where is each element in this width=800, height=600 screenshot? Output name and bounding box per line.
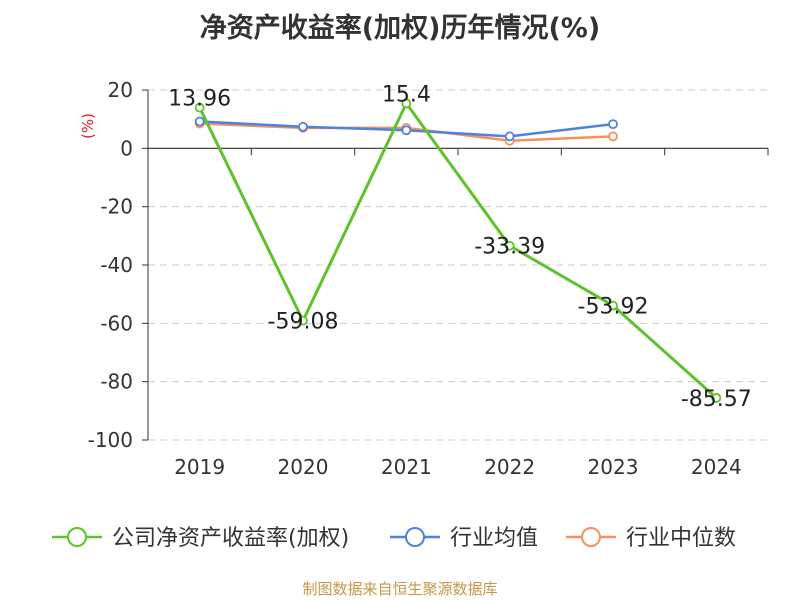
y-tick-label: -60 (100, 311, 133, 335)
data-label: -59.08 (268, 310, 339, 335)
data-point (608, 300, 618, 311)
data-label: -53.92 (578, 295, 649, 320)
y-axis-ticks: 20 0 -20 -40 -60 -80 -100 (88, 78, 133, 452)
series-lines (194, 98, 722, 403)
y-tick-label: -80 (100, 370, 133, 394)
data-label: 13.96 (168, 87, 231, 112)
data-point (504, 131, 515, 142)
legend-item-2[interactable]: 行业中位数 (566, 526, 736, 551)
data-point (298, 315, 308, 326)
data-label: 15.4 (382, 82, 431, 107)
data-point (608, 131, 618, 142)
y-tick-label: 0 (120, 136, 133, 160)
legend-label: 公司净资产收益率(加权) (112, 526, 349, 551)
legend-marker-icon (67, 527, 87, 547)
data-label: -33.39 (474, 235, 545, 260)
data-point (401, 98, 412, 109)
data-labels: 13.96 -59.08 15.4 -33.39 -53.92 -85.57 (168, 82, 752, 411)
data-point (194, 102, 205, 113)
x-tick-label: 2020 (278, 455, 329, 479)
y-tick-label: -20 (100, 195, 133, 219)
x-tick-label: 2022 (484, 455, 535, 479)
y-axis-label: (%) (79, 113, 97, 139)
legend-item-0[interactable]: 公司净资产收益率(加权) (52, 526, 349, 551)
data-point (194, 116, 205, 127)
data-point (711, 393, 722, 403)
legend-item-1[interactable]: 行业均值 (390, 526, 538, 551)
x-axis-ticks: 2019 2020 2021 2022 2023 2024 (174, 455, 742, 479)
chart-title: 净资产收益率(加权)历年情况(%) (199, 13, 601, 44)
axes (142, 89, 769, 441)
data-point (401, 125, 412, 136)
y-tick-label: -100 (88, 428, 133, 452)
source-note: 制图数据来自恒生聚源数据库 (302, 580, 498, 598)
data-point (504, 240, 515, 251)
x-tick-label: 2021 (381, 455, 432, 479)
series-line-0 (198, 101, 718, 400)
legend-label: 行业均值 (450, 526, 538, 551)
legend-marker-icon (581, 527, 601, 547)
x-tick-label: 2023 (588, 455, 639, 479)
data-point (608, 119, 618, 130)
legend-label: 行业中位数 (626, 526, 736, 551)
grid-lines (148, 89, 768, 441)
data-label: -85.57 (681, 387, 752, 412)
y-tick-label: 20 (108, 78, 133, 102)
data-point (298, 121, 308, 132)
legend-marker-icon (405, 527, 425, 547)
x-tick-label: 2024 (691, 455, 742, 479)
y-tick-label: -40 (100, 253, 133, 277)
x-tick-label: 2019 (174, 455, 225, 479)
legend[interactable]: 公司净资产收益率(加权) 行业均值 行业中位数 (52, 526, 736, 551)
